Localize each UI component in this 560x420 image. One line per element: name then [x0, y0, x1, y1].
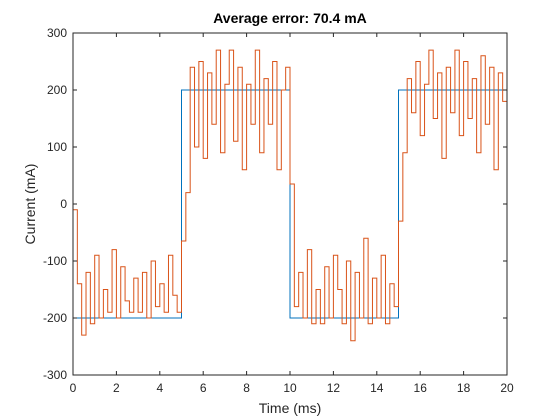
y-axis-label: Current (mA) [22, 164, 38, 245]
y-axis-ticks: -300 -200 -100 0 100 200 300 [43, 26, 507, 382]
x-axis-label: Time (ms) [259, 400, 321, 416]
series-layer [73, 49, 508, 342]
x-tick-label: 16 [414, 381, 428, 395]
x-tick-label: 0 [70, 381, 77, 395]
x-tick-label: 6 [200, 381, 207, 395]
y-tick-label: -100 [43, 254, 67, 268]
x-tick-label: 8 [243, 381, 250, 395]
x-tick-label: 2 [113, 381, 120, 395]
y-tick-label: 300 [47, 26, 67, 40]
y-tick-label: 200 [47, 83, 67, 97]
x-tick-label: 4 [156, 381, 163, 395]
chart-title: Average error: 70.4 mA [213, 10, 367, 26]
y-tick-label: -300 [43, 368, 67, 382]
y-tick-label: -200 [43, 311, 67, 325]
x-tick-label: 12 [327, 381, 341, 395]
x-tick-label: 14 [370, 381, 384, 395]
x-tick-label: 10 [283, 381, 297, 395]
y-tick-label: 100 [47, 140, 67, 154]
y-tick-label: 0 [60, 197, 67, 211]
x-tick-label: 18 [457, 381, 471, 395]
x-tick-label: 20 [500, 381, 514, 395]
x-axis-ticks: 0 2 4 6 8 10 12 14 16 18 20 [70, 33, 514, 395]
series-line-1 [73, 49, 508, 342]
